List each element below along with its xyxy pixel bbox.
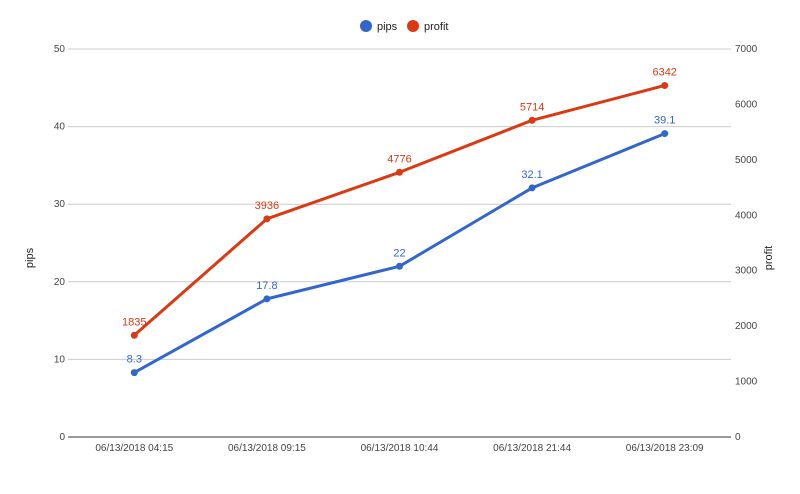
right-tick-label: 3000: [735, 266, 758, 277]
x-tick-label: 06/13/2018 09:15: [228, 443, 306, 454]
x-axis-ticks: 06/13/2018 04:15 06/13/2018 09:15 06/13/20…: [95, 443, 704, 454]
x-tick-label: 06/13/2018 21:44: [493, 443, 571, 454]
series-line-profit: [133, 84, 666, 337]
data-label-profit: 6342: [652, 66, 676, 78]
legend-label-profit: profit: [424, 21, 448, 33]
data-label-pips: 8.3: [127, 354, 142, 366]
legend: pips profit: [360, 20, 448, 33]
right-tick-label: 4000: [735, 210, 758, 221]
data-point-pips: [528, 184, 536, 192]
series-profit: 1835 3936 4776 5714 6342: [122, 66, 677, 339]
legend-label-pips: pips: [377, 21, 398, 33]
series-pips: 8.3 17.8 22 32.1 39.1: [127, 115, 675, 377]
data-point-profit: [528, 116, 536, 124]
right-tick-label: 1000: [735, 377, 758, 388]
left-axis-title: pips: [24, 247, 36, 268]
data-label-profit: 1835: [122, 316, 146, 328]
left-tick-label: 0: [59, 432, 65, 443]
legend-swatch-pips: [360, 20, 372, 32]
data-point-pips: [396, 262, 403, 270]
right-tick-label: 6000: [735, 99, 758, 110]
right-axis-title: profit: [763, 246, 775, 270]
data-label-pips: 22: [393, 247, 405, 259]
data-point-pips: [263, 295, 271, 303]
legend-swatch-profit: [407, 20, 419, 32]
right-tick-label: 5000: [735, 155, 758, 166]
series-layer: 1835 3936 4776 5714 6342 8.3 17.8 22 32.1 39.1: [122, 66, 677, 377]
x-tick-label: 06/13/2018 23:09: [626, 443, 704, 454]
data-point-profit: [396, 168, 403, 176]
x-tick-label: 06/13/2018 04:15: [95, 443, 173, 454]
data-point-profit: [661, 81, 669, 89]
data-label-pips: 17.8: [256, 280, 277, 292]
left-axis-ticks: 0 10 20 30 40 50: [54, 44, 66, 443]
data-point-pips: [661, 130, 669, 138]
data-label-profit: 4776: [387, 153, 411, 165]
right-tick-label: 0: [735, 432, 741, 443]
data-point-profit: [263, 215, 271, 223]
grid-lines: [68, 48, 731, 438]
left-tick-label: 40: [54, 122, 66, 133]
data-label-pips: 39.1: [654, 115, 675, 127]
data-point-profit: [130, 331, 138, 339]
right-tick-label: 2000: [735, 321, 758, 332]
left-tick-label: 20: [54, 277, 66, 288]
right-tick-label: 7000: [735, 44, 758, 55]
data-label-profit: 3936: [255, 200, 279, 212]
data-label-profit: 5714: [520, 101, 544, 113]
data-point-pips: [130, 369, 138, 377]
data-label-pips: 32.1: [521, 169, 542, 181]
left-tick-label: 30: [54, 199, 66, 210]
right-axis-ticks: 0 1000 2000 3000 4000 5000 6000 7000: [735, 44, 758, 443]
left-tick-label: 50: [54, 44, 66, 55]
left-tick-label: 10: [54, 354, 66, 365]
x-tick-label: 06/13/2018 10:44: [361, 443, 439, 454]
